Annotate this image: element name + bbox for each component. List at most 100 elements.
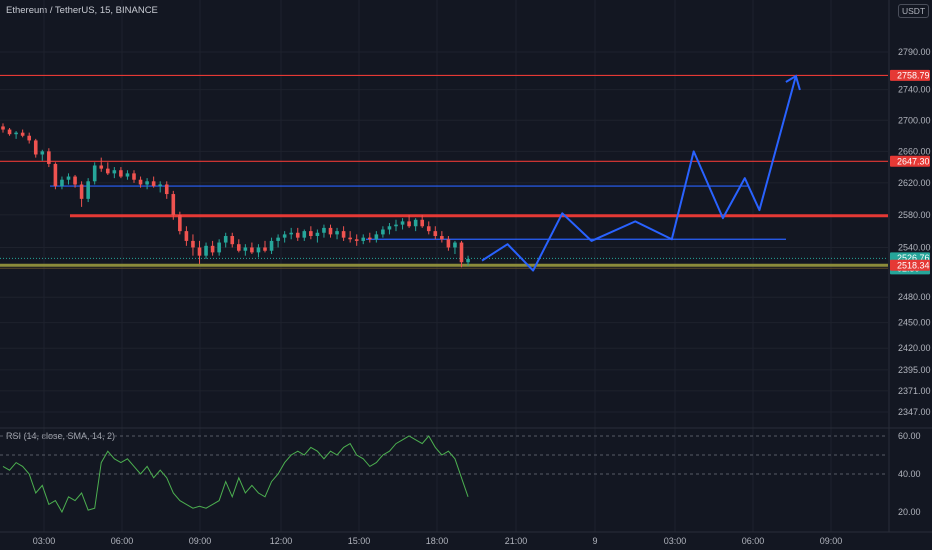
time-tick-label: 09:00 <box>189 536 212 546</box>
price-tick-label: 2620.00 <box>898 178 931 188</box>
candle-body <box>20 132 25 136</box>
time-tick-label: 03:00 <box>664 536 687 546</box>
rsi-pane <box>0 435 888 514</box>
candle-body <box>40 151 45 155</box>
price-label-value: 2758.79 <box>897 70 930 80</box>
price-tick-label: 2450.00 <box>898 318 931 328</box>
candle-body <box>341 231 346 238</box>
rsi-tick-label: 20.00 <box>898 507 921 517</box>
time-tick-label: 06:00 <box>742 536 765 546</box>
candle-body <box>420 219 424 227</box>
time-tick-label: 12:00 <box>270 536 293 546</box>
candle-body <box>282 234 287 238</box>
candle-body <box>322 227 326 233</box>
candle-body <box>433 231 438 237</box>
candle-body <box>295 232 300 238</box>
price-tick-label: 2660.00 <box>898 146 931 156</box>
candle-body <box>361 237 366 241</box>
price-label-badge <box>890 69 930 81</box>
candle-body <box>387 226 392 230</box>
candle-body <box>27 135 31 141</box>
candle-body <box>381 229 385 235</box>
candle-body <box>374 234 379 240</box>
candle-body <box>413 219 418 227</box>
candlestick-series <box>1 123 470 268</box>
candle-body <box>197 247 202 256</box>
projection-arrowhead <box>785 74 801 91</box>
candle-body <box>446 239 451 248</box>
candle-body <box>354 239 359 241</box>
candle-body <box>171 194 176 215</box>
candle-body <box>276 237 280 241</box>
candle-body <box>191 240 195 248</box>
candle-body <box>92 165 97 182</box>
candle-body <box>426 226 431 232</box>
candle-body <box>269 240 274 251</box>
candle-body <box>335 231 339 235</box>
candle-body <box>99 165 104 169</box>
candle-body <box>184 231 189 241</box>
candle-body <box>368 237 372 240</box>
candle-body <box>217 242 221 253</box>
price-label-value: 2647.30 <box>897 156 930 166</box>
candle-body <box>164 184 169 195</box>
candle-body <box>289 232 293 235</box>
projection-path <box>481 74 801 272</box>
candle-body <box>250 247 254 253</box>
candle-body <box>263 247 267 251</box>
candle-body <box>7 129 12 135</box>
candle-body <box>14 132 18 135</box>
time-tick-label: 06:00 <box>111 536 134 546</box>
price-tick-label: 2740.00 <box>898 85 931 95</box>
price-label-badge <box>890 259 930 271</box>
candle-body <box>178 214 182 232</box>
candle-body <box>243 247 248 251</box>
candle-body <box>53 163 58 187</box>
candle-body <box>112 170 117 174</box>
price-label-value: 2518.34 <box>897 260 930 270</box>
time-axis[interactable]: 03:00 06:00 09:00 12:00 15:00 18:00 21:00 9 03:0… <box>33 536 843 546</box>
rsi-tick-label: 60.00 <box>898 431 921 441</box>
candle-body <box>394 224 398 227</box>
price-tick-label: 2395.00 <box>898 365 931 375</box>
candle-body <box>138 179 143 185</box>
candle-body <box>119 170 123 177</box>
candle-body <box>73 176 77 185</box>
candle-body <box>309 231 313 237</box>
price-label-badge <box>890 155 930 167</box>
candle-body <box>453 242 457 248</box>
candle-body <box>237 244 241 251</box>
candle-body <box>440 236 444 240</box>
candle-body <box>210 245 215 253</box>
currency-unit-button[interactable]: USDT <box>898 4 930 18</box>
candle-body <box>79 184 84 199</box>
price-label-value: 2526.76 <box>897 253 930 263</box>
time-tick-label: 09:00 <box>820 536 843 546</box>
candle-body <box>125 173 130 177</box>
price-tick-label: 2480.00 <box>898 292 931 302</box>
candle-body <box>223 236 228 243</box>
candle-body <box>400 221 405 225</box>
candle-body <box>145 181 149 185</box>
rsi-line <box>2 435 469 514</box>
price-tick-label: 2790.00 <box>898 47 931 57</box>
candle-body <box>466 258 470 263</box>
price-tick-label: 2420.00 <box>898 343 931 353</box>
price-tick-label: 2540.00 <box>898 242 931 252</box>
candle-body <box>459 242 464 263</box>
candle-body <box>60 179 64 187</box>
candle-body <box>407 221 411 227</box>
price-tick-label: 2371.00 <box>898 386 931 396</box>
time-tick-label: 18:00 <box>426 536 449 546</box>
candle-body <box>328 227 333 235</box>
price-tick-label: 2580.00 <box>898 210 931 220</box>
candle-body <box>132 173 136 180</box>
price-axis[interactable]: 2790.00 2740.00 2700.00 2660.00 2620.00 2580.… <box>898 47 931 517</box>
chart-title: Ethereum / TetherUS, 15, BINANCE <box>6 5 158 16</box>
candle-body <box>230 236 235 245</box>
price-tick-label: 2347.00 <box>898 407 931 417</box>
candle-body <box>302 231 307 238</box>
candle-body <box>315 232 320 237</box>
